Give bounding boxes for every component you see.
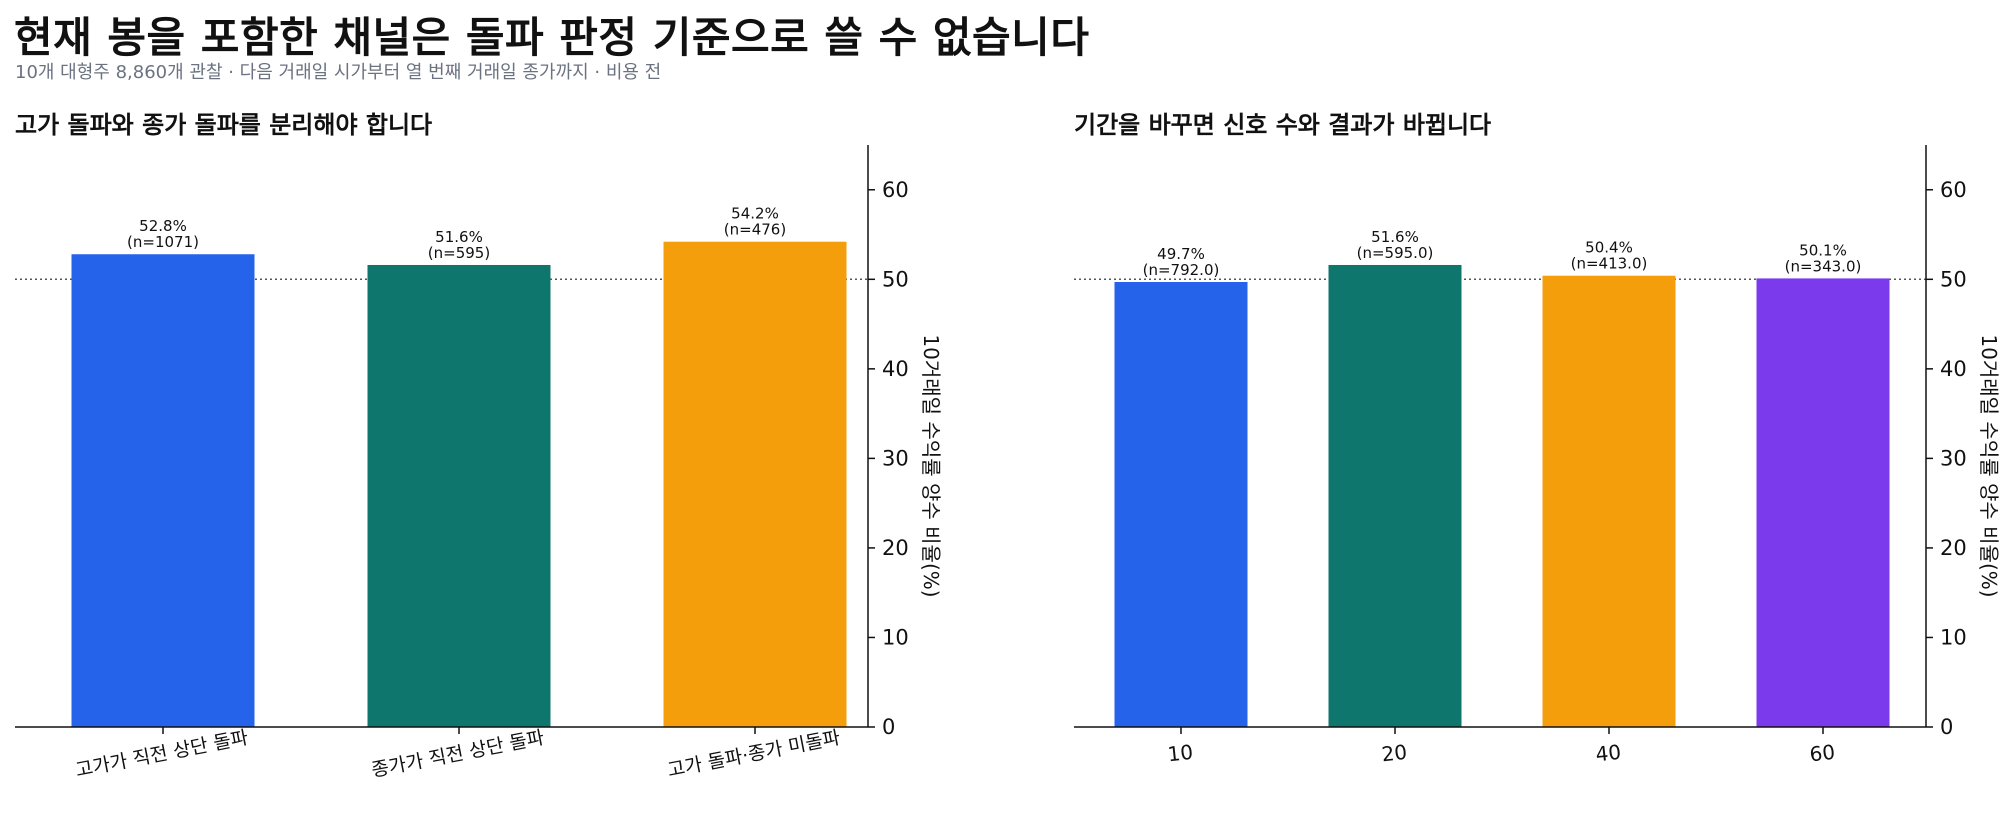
x-tick-label: 10 (1166, 740, 1194, 767)
y-tick-label: 60 (882, 178, 909, 202)
bar-2 (1328, 264, 1462, 727)
page-subtitle: 10개 대형주 8,860개 관찰 · 다음 거래일 시가부터 열 번째 거래일… (15, 62, 662, 83)
x-tick-label: 종가가 직전 상단 돌파 (370, 727, 546, 782)
bar-value-label: 51.6% (435, 228, 483, 246)
x-tick-label: 고가 돌파·종가 미돌파 (666, 727, 842, 782)
y-tick-label: 40 (1940, 357, 1967, 381)
y-tick-label: 30 (1940, 446, 1967, 470)
page-title: 현재 봉을 포함한 채널은 돌파 판정 기준으로 쓸 수 없습니다 (14, 13, 1090, 62)
y-tick-label: 20 (882, 536, 909, 560)
chart-left: 고가 돌파와 종가 돌파를 분리해야 합니다 52.8%(n=1071) 고가가 직… (15, 111, 943, 782)
chart-title: 기간을 바꾸면 신호 수와 결과가 바뀝니다 (1074, 111, 1491, 139)
bar-3 (663, 241, 847, 727)
y-tick-label: 60 (1940, 178, 1967, 202)
bar-n-label: (n=476) (724, 221, 786, 239)
y-tick-label: 0 (882, 715, 895, 739)
x-tick-label: 60 (1808, 740, 1836, 767)
bar-n-label: (n=792.0) (1143, 261, 1220, 279)
bar-3 (1542, 275, 1676, 727)
bar-value-label: 52.8% (139, 217, 187, 235)
bar-n-label: (n=595.0) (1357, 244, 1434, 262)
y-tick-label: 0 (1940, 715, 1953, 739)
x-tick-label: 40 (1594, 740, 1622, 767)
bar-n-label: (n=343.0) (1785, 257, 1862, 275)
bar-2 (367, 264, 551, 727)
bar-4 (1756, 278, 1890, 727)
bar-n-label: (n=595) (428, 244, 490, 262)
bar-value-label: 50.4% (1585, 239, 1633, 257)
x-tick-label: 20 (1380, 740, 1408, 767)
bar-value-label: 50.1% (1799, 241, 1847, 259)
bar-1 (1114, 281, 1248, 727)
y-axis-label: 10거래일 수익률 양수 비율(%) (919, 334, 943, 597)
y-tick-label: 10 (882, 625, 909, 649)
bar-value-label: 51.6% (1371, 228, 1419, 246)
chart-right: 기간을 바꾸면 신호 수와 결과가 바뀝니다 49.7%(n=792.0) 10 51… (1074, 111, 2001, 767)
x-tick-label: 고가가 직전 상단 돌파 (74, 727, 250, 782)
bar-n-label: (n=1071) (127, 233, 199, 251)
bar-1 (71, 254, 255, 727)
y-tick-label: 20 (1940, 536, 1967, 560)
chart-title: 고가 돌파와 종가 돌파를 분리해야 합니다 (15, 111, 432, 139)
y-tick-label: 10 (1940, 625, 1967, 649)
y-tick-label: 50 (1940, 267, 1967, 291)
bar-n-label: (n=413.0) (1571, 255, 1648, 273)
y-axis-label: 10거래일 수익률 양수 비율(%) (1977, 334, 2001, 597)
y-tick-label: 40 (882, 357, 909, 381)
bar-value-label: 49.7% (1157, 245, 1205, 263)
bar-value-label: 54.2% (731, 205, 779, 223)
y-tick-label: 30 (882, 446, 909, 470)
y-tick-label: 50 (882, 267, 909, 291)
